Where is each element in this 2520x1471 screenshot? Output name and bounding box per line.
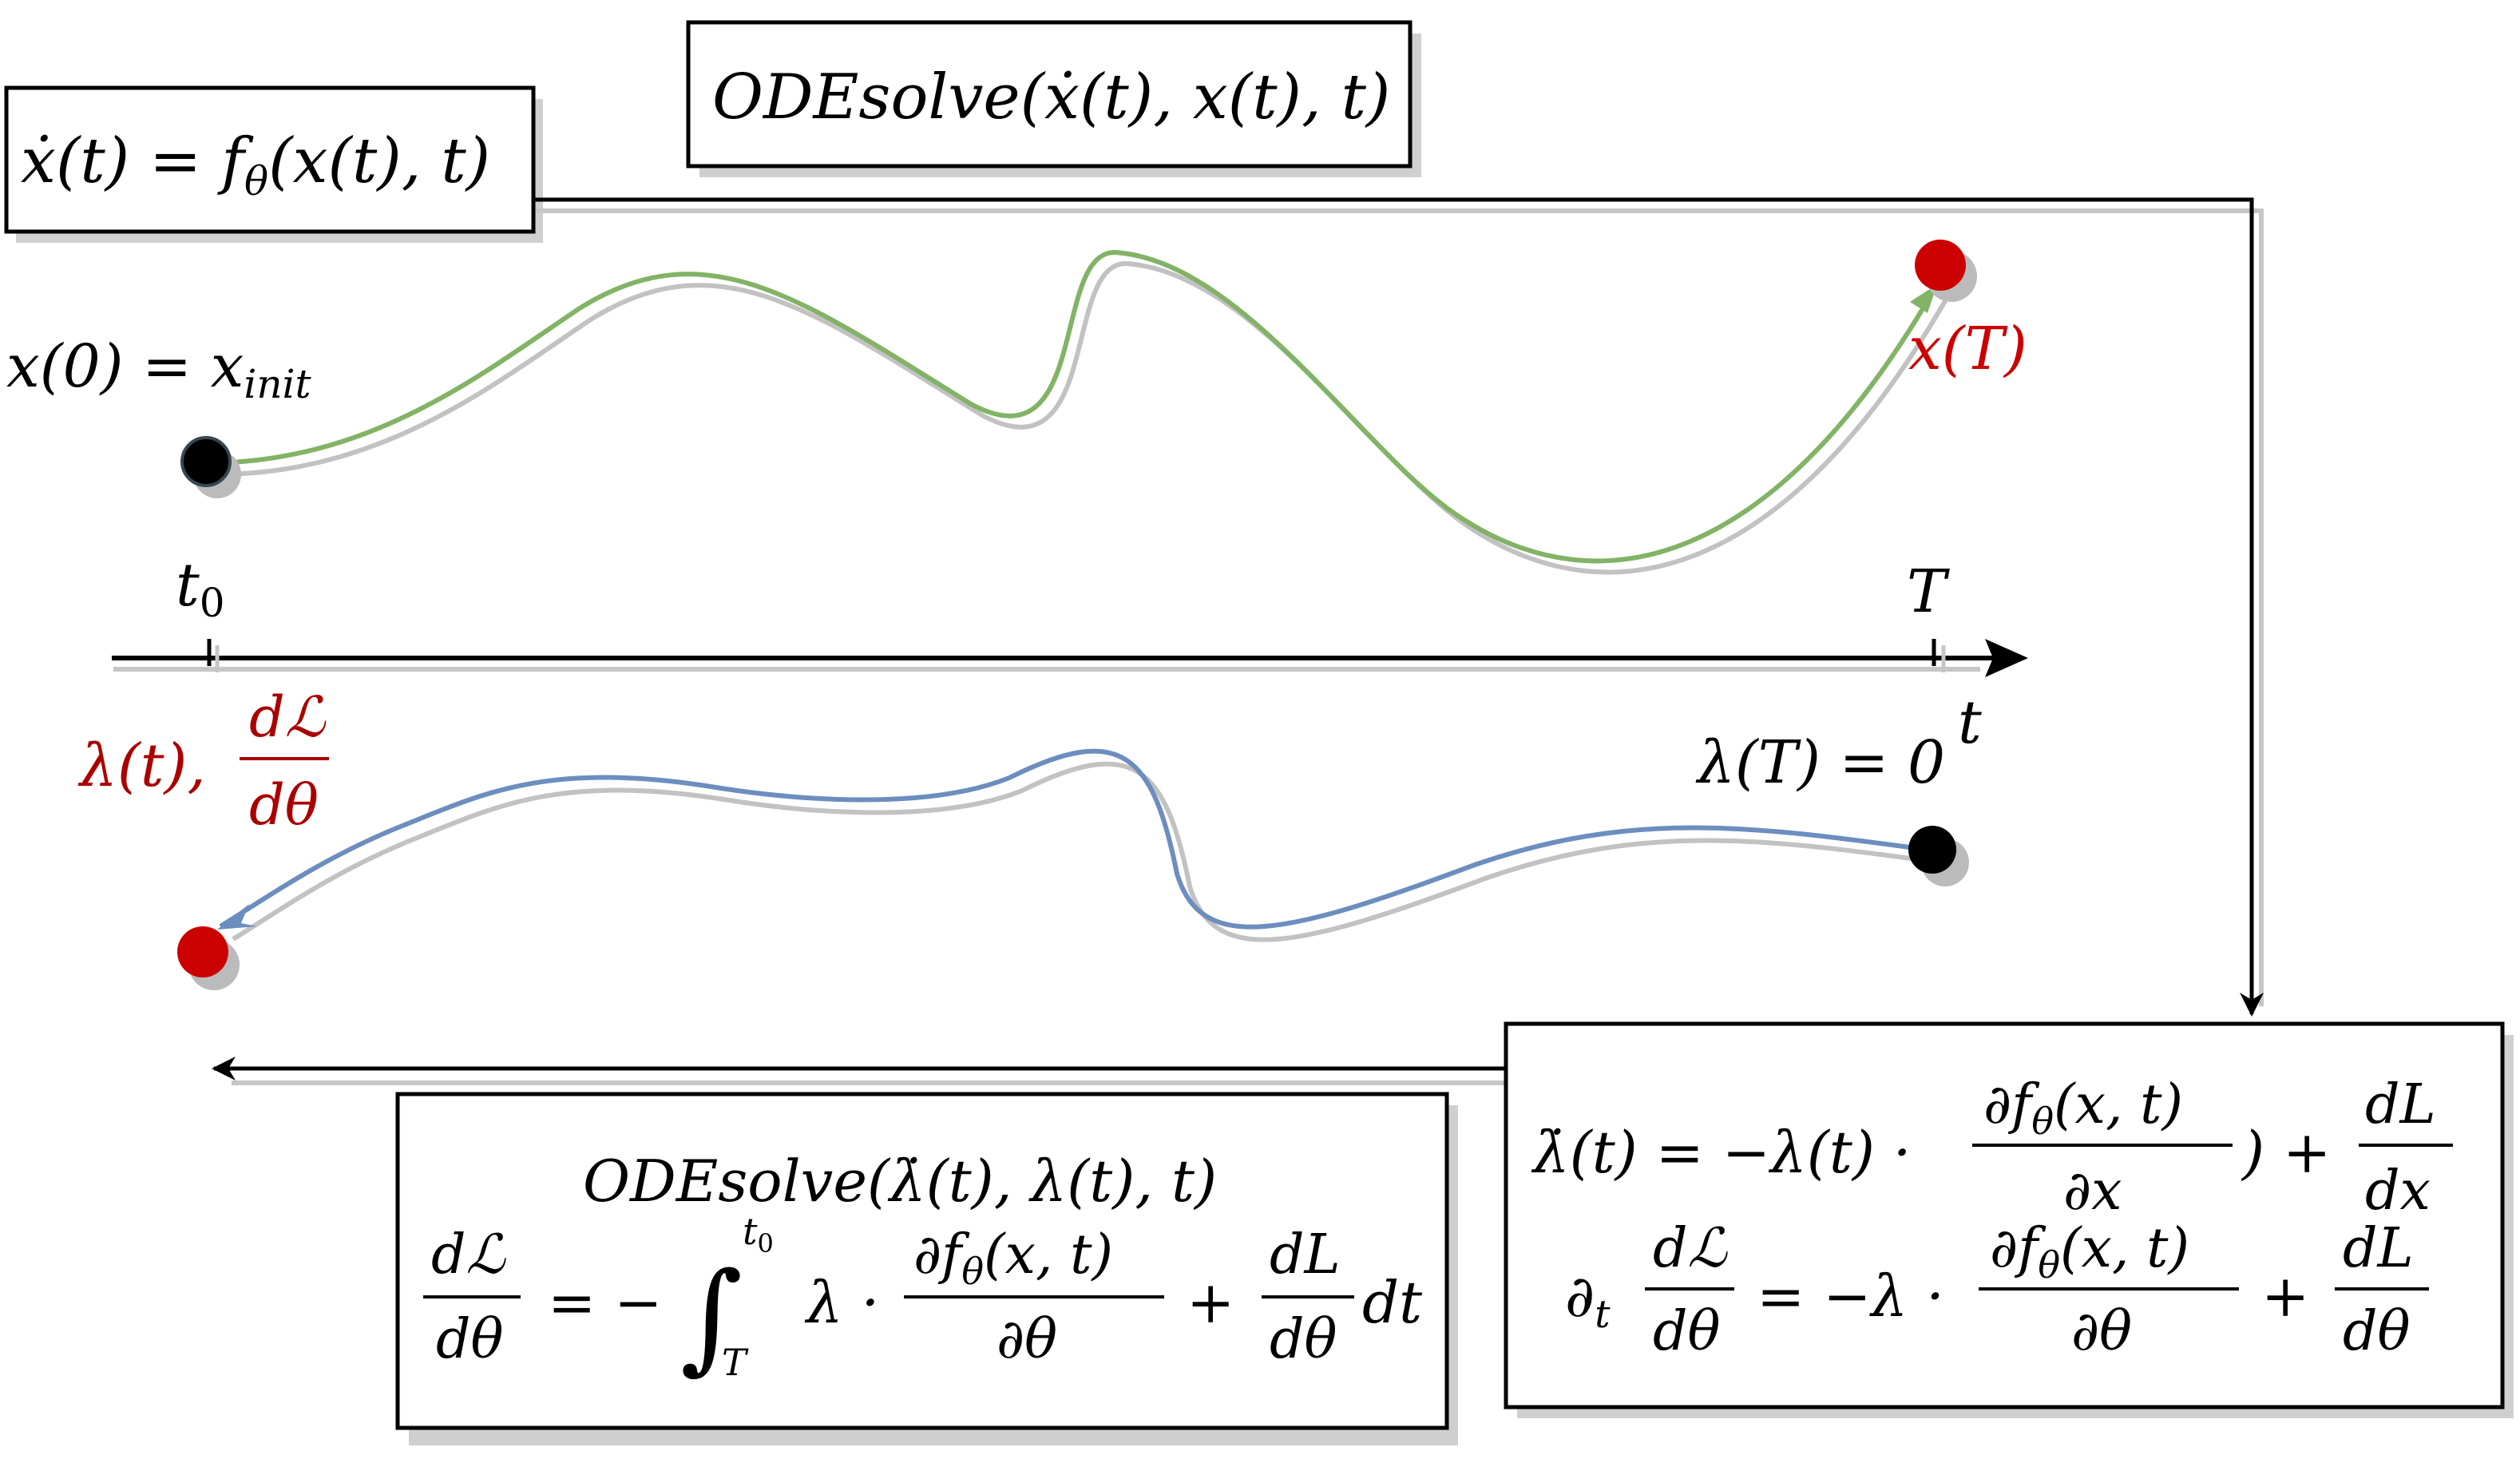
time-axis-arrowhead [1985,639,2028,677]
ode-box [4,85,536,234]
final-state-label: x(T) [1908,315,2027,383]
ode-definition: ẋ(t) = fθ(x(t), t) [21,125,490,204]
forward-start-point [180,436,232,487]
tick-label-T: T [1907,557,1950,626]
adjoint-eq1-mid: ) + [2241,1119,2331,1186]
t0-main: t [176,551,200,620]
initial-main: x(0) = x [6,332,244,401]
gradient-frac-den: ∂θ [997,1308,1057,1371]
adjoint-eq1-lhs: λ̇(t) = −λ(t) · [1531,1119,1912,1186]
eq2-prefix-sub: t [1595,1292,1611,1337]
odesolve-forward-box [686,20,1413,169]
adjoint-trajectory [219,748,1928,930]
right-box [1504,1021,2505,1410]
adjoint-eq1-frac-den: ∂x [2063,1160,2122,1223]
int-upper-sub: 0 [758,1228,774,1259]
eq1-num-sub: θ [2031,1100,2054,1143]
gradient-lhs-num: dℒ [431,1223,507,1287]
integral-sign: ∫ [680,1247,743,1386]
adjoint-label-lambda: λ(t), [77,732,206,800]
tick-label-t0: t0 [176,551,225,626]
ode-lhs: ẋ(t) = f [21,125,254,197]
initial-sub: init [244,361,311,407]
adjoint-label-num: dℒ [249,684,327,750]
adjoint-eq2-frac2-den: ∂θ [2071,1300,2132,1363]
eq2-num-rest: (x, t) [2060,1217,2189,1280]
bottom-box [395,1092,1449,1430]
forward-end-point [1915,240,1966,291]
adjoint-eq1-frac2-num: dL [2365,1073,2436,1136]
eq1-num-main: ∂f [1983,1073,2040,1136]
initial-condition-label: x(0) = xinit [6,332,312,407]
bottom-num-sub: θ [961,1250,984,1293]
forward-trajectory-shadow [215,260,1951,575]
adjoint-eq2-frac-den: dθ [1653,1300,1720,1363]
adjoint-eq2-frac-num: dℒ [1653,1217,1729,1280]
adjoint-eq2-frac2-num: ∂fθ(x, t) [1990,1217,2189,1287]
eq2-num-main: ∂f [1990,1217,2047,1280]
adjoint-label-den: dθ [249,772,319,838]
axis-label-t: t [1958,688,1982,757]
gradient-frac2-den: dθ [1270,1308,1337,1371]
eq1-num-rest: (x, t) [2054,1073,2183,1136]
adjoint-eq2-frac3-den: dθ [2343,1300,2410,1363]
gradient-plus: + [1187,1269,1234,1336]
adjoint-eq2-prefix: ∂t [1565,1263,1611,1337]
int-upper-main: t [743,1210,758,1253]
bottom-num-main: ∂f [913,1223,970,1287]
integral-upper: t0 [743,1210,774,1259]
integral-lower: T [722,1341,749,1384]
adjoint-eq1-frac-num: ∂fθ(x, t) [1983,1073,2183,1143]
gradient-lhs-den: dθ [436,1308,503,1371]
gradient-frac2-num: dL [1270,1223,1341,1287]
forward-trajectory [204,249,1940,564]
t0-sub: 0 [200,580,225,626]
adjoint-eq2-mid: = −λ · [1757,1263,1944,1330]
eq2-prefix-main: ∂ [1565,1263,1595,1330]
forward-arrowhead [1910,284,1937,313]
adjoint-eq2-plus: + [2261,1263,2309,1330]
adjoint-eq2-frac3-num: dL [2343,1217,2414,1280]
gradient-lambda: λ · [804,1269,879,1336]
ode-sub: θ [244,158,268,204]
connector-ode-to-adjoint [530,197,2264,1017]
adjoint-arrowhead [217,904,257,930]
connector-shadow-right [533,208,2264,1006]
adjoint-trajectory-shadow [232,761,1941,942]
eq2-num-sub: θ [2038,1243,2060,1287]
adjoint-eq1-frac2-den: dx [2365,1160,2431,1223]
adjoint-start-point [1908,826,1956,874]
adjoint-terminal-condition: λ(T) = 0 [1695,728,1945,797]
gradient-frac-num: ∂fθ(x, t) [913,1223,1113,1293]
bottom-num-rest: (x, t) [984,1223,1113,1287]
adjoint-end-point [177,926,228,977]
gradient-eq: = − [548,1269,663,1336]
ode-rhs: (x(t), t) [268,125,490,197]
gradient-dt: dt [1362,1269,1423,1336]
odesolve-forward-label: ODEsolve(ẋ(t), x(t), t) [712,61,1390,133]
odesolve-adjoint-label: ODEsolve(λ̇(t), λ(t), t) [583,1148,1217,1215]
